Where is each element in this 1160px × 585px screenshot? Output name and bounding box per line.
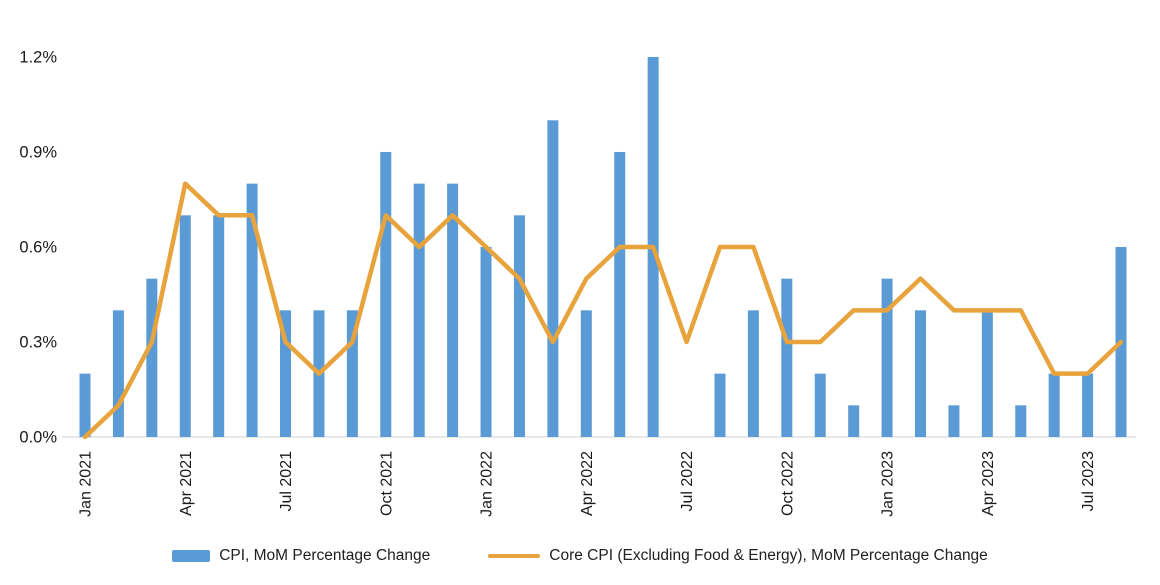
core-cpi-line-swatch-icon (488, 553, 541, 559)
cpi-bar (781, 278, 793, 437)
cpi-bar (580, 310, 592, 437)
cpi-bar (146, 278, 158, 437)
legend-label-cpi: CPI, MoM Percentage Change (219, 547, 431, 565)
legend-label-core-cpi: Core CPI (Excluding Food & Energy), MoM … (549, 547, 988, 565)
x-axis-tick-label: Jan 2021 (78, 451, 95, 517)
x-axis-tick-label: Apr 2021 (178, 451, 195, 516)
cpi-bar (981, 310, 993, 437)
cpi-bar (814, 373, 826, 437)
chart-legend: CPI, MoM Percentage Change Core CPI (Exc… (0, 541, 1160, 571)
x-axis-tick-label: Jan 2023 (880, 451, 897, 517)
x-axis-tick-label: Apr 2022 (579, 451, 596, 516)
x-axis-tick-label: Jan 2022 (479, 451, 496, 517)
y-axis-tick-label: 0.3% (19, 333, 57, 351)
cpi-bar (447, 183, 459, 437)
x-axis-tick-label: Oct 2021 (378, 451, 395, 516)
cpi-bar (213, 215, 225, 437)
cpi-bar (346, 310, 358, 437)
cpi-bar (948, 405, 960, 437)
legend-item-cpi: CPI, MoM Percentage Change (172, 548, 430, 564)
x-axis-tick-label: Oct 2022 (779, 451, 796, 516)
cpi-bar (547, 120, 559, 438)
x-axis-tick-label: Jul 2022 (679, 451, 696, 512)
cpi-bar (1082, 373, 1094, 437)
cpi-bar-swatch-icon (172, 550, 211, 562)
cpi-bar (614, 151, 626, 437)
y-axis-tick-label: 0.6% (19, 238, 57, 256)
cpi-bar (380, 151, 392, 437)
cpi-bar (848, 405, 860, 437)
y-axis-tick-label: 1.2% (19, 48, 57, 66)
cpi-bar (246, 183, 258, 437)
y-axis-tick-label: 0.0% (19, 429, 57, 447)
cpi-bar (280, 310, 292, 437)
cpi-bar (480, 246, 492, 437)
core-cpi-line (82, 181, 1124, 440)
y-axis-tick-label: 0.9% (19, 143, 57, 161)
cpi-bar (714, 373, 726, 437)
x-axis-tick-label: Apr 2023 (980, 451, 997, 516)
x-axis-tick-label: Jul 2023 (1080, 451, 1097, 512)
cpi-bar (413, 183, 425, 437)
legend-item-core-cpi: Core CPI (Excluding Food & Energy), MoM … (488, 548, 988, 564)
cpi-bar (79, 373, 91, 437)
cpi-bar (1015, 405, 1027, 437)
cpi-bar (112, 310, 124, 437)
x-axis-tick-label: Jul 2021 (278, 451, 295, 512)
cpi-bar (513, 215, 525, 437)
cpi-bar (1048, 373, 1060, 437)
cpi-bar (179, 215, 191, 437)
cpi-bar (747, 310, 759, 437)
cpi-bar (881, 278, 893, 437)
cpi-bar (915, 310, 926, 437)
